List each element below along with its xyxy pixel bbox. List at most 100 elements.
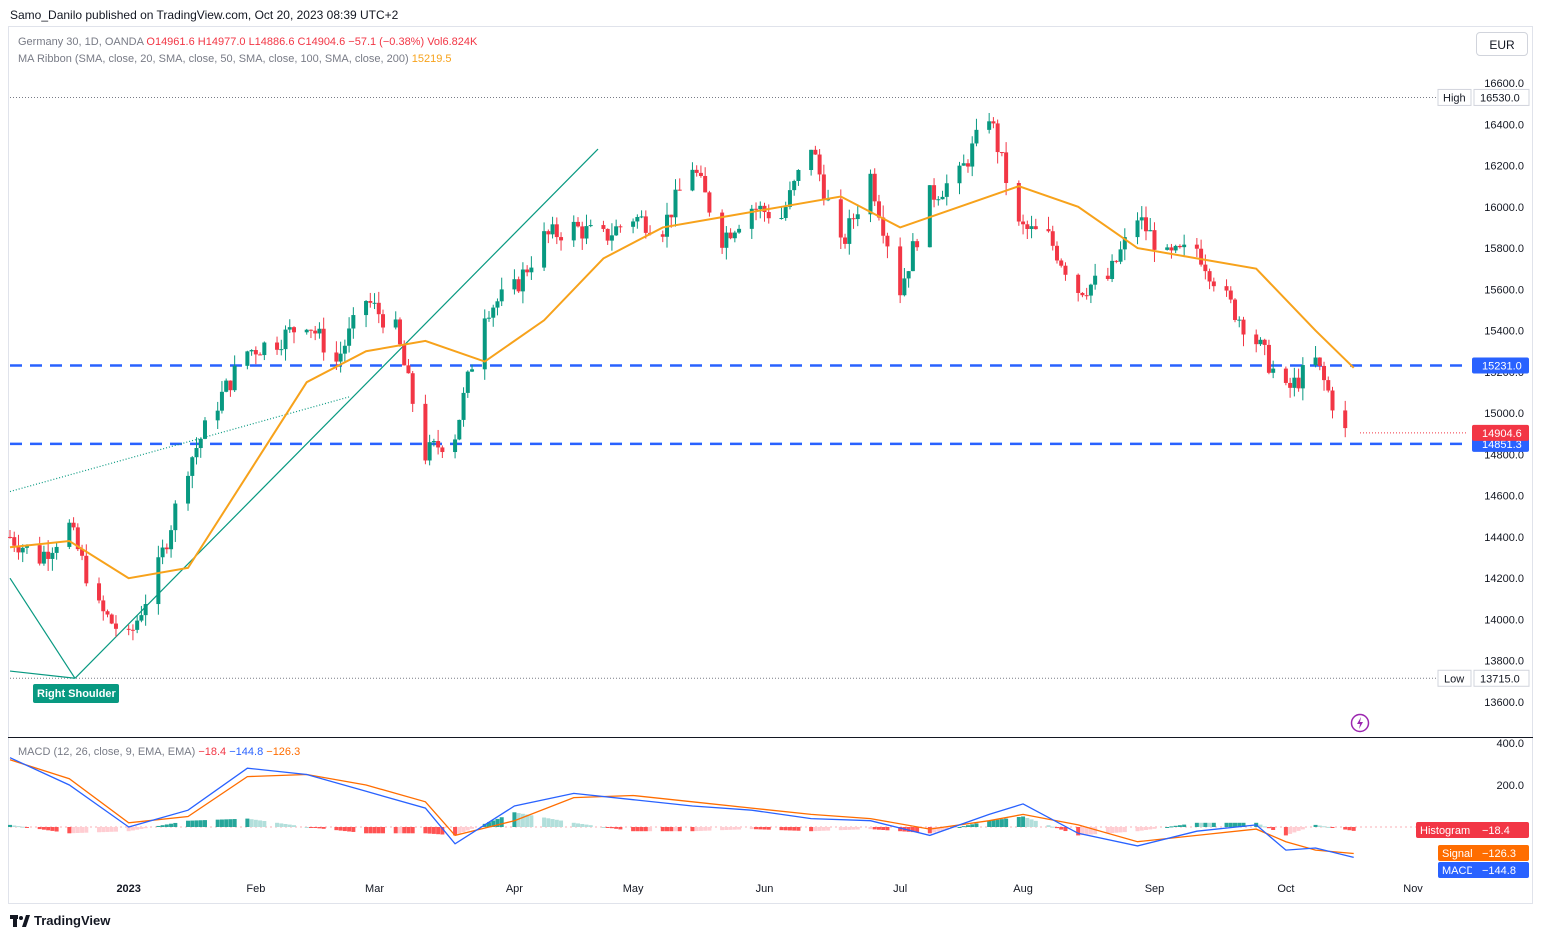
candle-body[interactable] — [1054, 245, 1059, 261]
candle-body[interactable] — [584, 226, 589, 239]
candle-body[interactable] — [12, 537, 17, 546]
trendline-neckline[interactable] — [9, 670, 76, 679]
candle-body[interactable] — [1165, 247, 1170, 250]
candle-body[interactable] — [1271, 368, 1276, 373]
candle-body[interactable] — [546, 231, 551, 235]
candle-body[interactable] — [109, 614, 114, 624]
candle-body[interactable] — [436, 441, 441, 448]
candle-body[interactable] — [202, 420, 207, 439]
candle-body[interactable] — [1135, 220, 1140, 238]
candle-body[interactable] — [279, 349, 284, 351]
candle-body[interactable] — [728, 232, 733, 239]
candle-body[interactable] — [1021, 221, 1026, 225]
candle-body[interactable] — [275, 342, 280, 350]
candle-body[interactable] — [1139, 217, 1144, 221]
candle-body[interactable] — [253, 350, 258, 355]
candle-body[interactable] — [694, 169, 699, 173]
candle-body[interactable] — [944, 183, 949, 197]
candle-body[interactable] — [809, 149, 814, 171]
candle-body[interactable] — [813, 149, 818, 155]
candle-body[interactable] — [1211, 281, 1216, 287]
candle-body[interactable] — [368, 301, 373, 303]
candle-body[interactable] — [1080, 292, 1085, 296]
candle-body[interactable] — [1088, 284, 1093, 296]
symbol-name[interactable]: Germany 30, 1D, OANDA — [18, 36, 144, 48]
candle-body[interactable] — [169, 530, 174, 550]
candle-body[interactable] — [1233, 299, 1238, 320]
candle-body[interactable] — [406, 365, 411, 374]
candle-body[interactable] — [1033, 226, 1038, 230]
candle-body[interactable] — [542, 231, 547, 268]
candle-body[interactable] — [173, 503, 178, 531]
candle-body[interactable] — [1025, 224, 1030, 229]
candle-body[interactable] — [1266, 344, 1271, 373]
candle-body[interactable] — [351, 315, 356, 329]
candle-body[interactable] — [1322, 365, 1327, 381]
candle-body[interactable] — [427, 442, 432, 461]
candle-body[interactable] — [126, 628, 131, 630]
candle-body[interactable] — [885, 235, 890, 247]
candle-body[interactable] — [249, 350, 254, 352]
candle-body[interactable] — [381, 314, 386, 328]
candle-body[interactable] — [932, 185, 937, 200]
trendline-dotted[interactable] — [9, 396, 351, 493]
candle-body[interactable] — [499, 289, 504, 302]
candle-body[interactable] — [660, 234, 665, 237]
candle-body[interactable] — [1224, 286, 1229, 291]
candle-body[interactable] — [1343, 410, 1348, 429]
candle-body[interactable] — [1288, 382, 1293, 388]
candle-body[interactable] — [940, 196, 945, 200]
candle-body[interactable] — [287, 327, 292, 330]
candle-body[interactable] — [1105, 275, 1110, 279]
candle-body[interactable] — [470, 369, 475, 372]
candle-body[interactable] — [601, 225, 606, 229]
candle-body[interactable] — [495, 301, 500, 308]
candle-body[interactable] — [321, 328, 326, 353]
bolt-icon[interactable] — [1350, 713, 1370, 733]
candle-body[interactable] — [838, 199, 843, 238]
macd-label[interactable]: MACD (12, 26, close, 9, EMA, EMA) — [18, 746, 196, 758]
candle-body[interactable] — [677, 189, 682, 191]
candle-body[interactable] — [516, 279, 521, 292]
candle-body[interactable] — [529, 267, 534, 273]
candle-body[interactable] — [101, 600, 106, 612]
candle-body[interactable] — [868, 173, 873, 215]
candle-body[interactable] — [749, 208, 754, 229]
candle-body[interactable] — [84, 555, 89, 584]
candle-body[interactable] — [160, 547, 165, 558]
candle-body[interactable] — [20, 547, 25, 553]
candle-body[interactable] — [440, 447, 445, 453]
candle-body[interactable] — [902, 278, 907, 296]
candle-body[interactable] — [1182, 244, 1187, 248]
candle-body[interactable] — [766, 212, 771, 219]
candle-body[interactable] — [855, 214, 860, 220]
candle-body[interactable] — [965, 163, 970, 167]
candle-body[interactable] — [669, 214, 674, 218]
trendline-left-leg[interactable] — [9, 577, 76, 679]
candle-body[interactable] — [1076, 274, 1081, 293]
candle-body[interactable] — [559, 237, 564, 241]
candle-body[interactable] — [8, 536, 12, 538]
candle-body[interactable] — [580, 226, 585, 239]
candle-body[interactable] — [576, 221, 580, 227]
candle-body[interactable] — [991, 121, 996, 124]
candle-body[interactable] — [37, 545, 42, 564]
candle-body[interactable] — [186, 475, 191, 504]
candle-body[interactable] — [970, 143, 975, 167]
candle-body[interactable] — [1283, 368, 1288, 383]
candle-body[interactable] — [792, 180, 797, 191]
candle-body[interactable] — [486, 317, 491, 319]
candle-body[interactable] — [550, 224, 555, 235]
candle-body[interactable] — [262, 342, 267, 356]
tradingview-logo[interactable]: TradingView — [10, 913, 110, 928]
candle-body[interactable] — [605, 228, 610, 241]
candle-body[interactable] — [482, 318, 487, 370]
candle-body[interactable] — [1313, 357, 1318, 366]
candle-body[interactable] — [1059, 260, 1064, 266]
candle-body[interactable] — [1317, 357, 1322, 366]
signal-line[interactable] — [9, 759, 1354, 855]
candle-body[interactable] — [1292, 377, 1297, 388]
candle-body[interactable] — [1050, 231, 1055, 246]
candle-body[interactable] — [1207, 271, 1212, 282]
